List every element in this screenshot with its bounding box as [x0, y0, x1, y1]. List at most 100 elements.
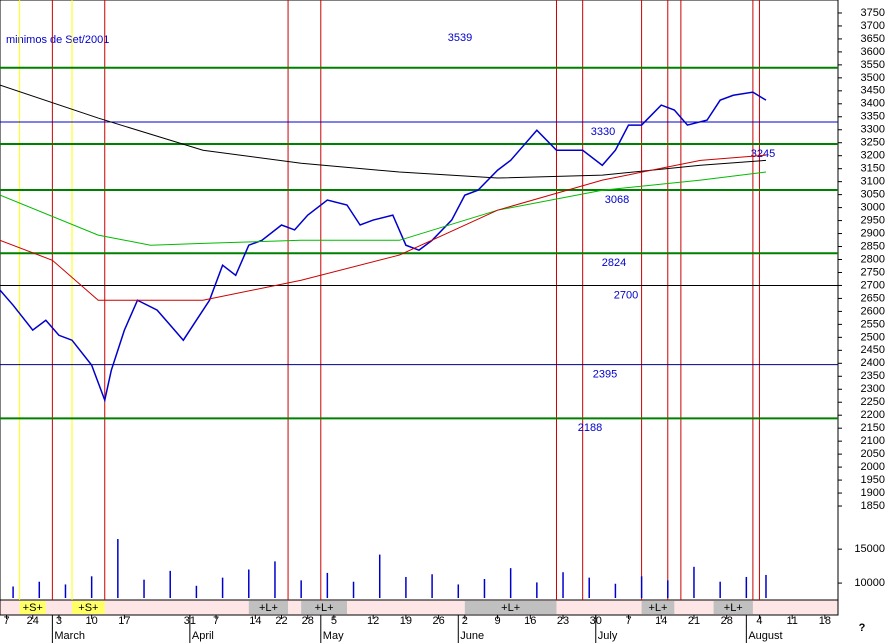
y-tick-label: 3700	[861, 20, 885, 32]
y-tick-label: 3000	[861, 202, 885, 214]
y-tick-label: 2700	[861, 279, 885, 291]
y-tick-label: 2000	[861, 461, 885, 473]
y-tick-label: 3400	[861, 98, 885, 110]
x-tick-label: 24	[27, 615, 39, 627]
signal-segment	[19, 601, 46, 614]
signal-label: +L+	[259, 602, 278, 614]
y-tick-label: 2400	[861, 357, 885, 369]
y-tick-label: 2600	[861, 305, 885, 317]
x-tick-label: 17	[118, 615, 130, 627]
signal-segment	[464, 601, 557, 614]
x-tick-label: 2	[462, 615, 468, 627]
x-tick-label: 14	[249, 615, 261, 627]
month-label: July	[598, 630, 618, 642]
signal-label: +S+	[78, 602, 98, 614]
signal-bar	[0, 599, 839, 616]
month-label: March	[54, 630, 85, 642]
signal-segment	[301, 601, 347, 614]
y-tick-label: 3050	[861, 189, 885, 201]
y-tick-label: 2850	[861, 240, 885, 252]
x-tick-label: 19	[400, 615, 412, 627]
y-tick-label: 3750	[861, 7, 885, 19]
signal-segment	[641, 601, 675, 614]
level-label: 3068	[605, 194, 629, 206]
signal-label: +L+	[501, 602, 520, 614]
level-label: 2700	[614, 289, 638, 301]
x-tick-label: 4	[756, 615, 762, 627]
y-tick-label: 3450	[861, 85, 885, 97]
level-label: 2188	[578, 422, 602, 434]
x-tick-label: 10	[86, 615, 98, 627]
signal-segment	[72, 601, 105, 614]
level-label: 2824	[602, 257, 626, 269]
level-label: 3245	[751, 148, 775, 160]
signal-segment	[713, 601, 753, 614]
x-tick-label: 12	[367, 615, 379, 627]
x-tick-label: 28	[302, 615, 314, 627]
x-tick-label: 9	[495, 615, 501, 627]
y-tick-label: 3300	[861, 124, 885, 136]
month-label: May	[323, 630, 344, 642]
month-label: August	[748, 630, 782, 642]
level-label: 2395	[593, 369, 617, 381]
x-tick-label: 7	[3, 615, 9, 627]
x-tick-label: 16	[524, 615, 536, 627]
y-tick-label: 2550	[861, 318, 885, 330]
y-tick-label: 2900	[861, 227, 885, 239]
y-tick-label: 2750	[861, 266, 885, 278]
y-tick-label: 2150	[861, 422, 885, 434]
y-tick-label: 2800	[861, 253, 885, 265]
signal-label: +L+	[724, 602, 743, 614]
x-tick-label: 23	[557, 615, 569, 627]
signal-label: +L+	[648, 602, 667, 614]
y-tick-label: 3350	[861, 111, 885, 123]
signal-segment	[248, 601, 289, 614]
volume-tick-label: 15000	[854, 543, 885, 555]
price-line	[0, 171, 767, 246]
y-tick-label: 3200	[861, 150, 885, 162]
x-tick-label: 28	[721, 615, 733, 627]
x-tick-label: 14	[655, 615, 667, 627]
level-label: 3330	[591, 126, 615, 138]
x-tick-label: 22	[275, 615, 287, 627]
month-label: April	[192, 630, 214, 642]
y-tick-label: 2500	[861, 331, 885, 343]
x-tick-label: 18	[819, 615, 831, 627]
y-tick-label: 3650	[861, 33, 885, 45]
y-tick-label: 2200	[861, 409, 885, 421]
y-tick-label: 2300	[861, 383, 885, 395]
y-tick-label: 1900	[861, 487, 885, 499]
month-label: June	[460, 630, 484, 642]
y-tick-label: 3150	[861, 163, 885, 175]
x-tick-label: 21	[688, 615, 700, 627]
y-tick-label: 2050	[861, 448, 885, 460]
volume-tick-label: 10000	[854, 577, 885, 589]
price-line	[0, 91, 767, 403]
signal-label: +S+	[23, 602, 43, 614]
y-tick-label: 2650	[861, 292, 885, 304]
price-line	[0, 154, 767, 301]
y-tick-label: 3250	[861, 137, 885, 149]
y-tick-label: 2350	[861, 370, 885, 382]
x-tick-label: 5	[331, 615, 337, 627]
x-tick-label: 7	[625, 615, 631, 627]
y-tick-label: 3100	[861, 176, 885, 188]
level-label: 3539	[448, 32, 472, 44]
y-tick-label: 3550	[861, 59, 885, 71]
y-tick-label: 1950	[861, 474, 885, 486]
help-icon[interactable]: ?	[859, 622, 866, 634]
annotation: minimos de Set/2001	[6, 34, 109, 46]
x-tick-label: 7	[213, 615, 219, 627]
signal-label: +L+	[315, 602, 334, 614]
y-tick-label: 2100	[861, 435, 885, 447]
y-tick-label: 3600	[861, 46, 885, 58]
y-tick-label: 2250	[861, 396, 885, 408]
y-tick-label: 2450	[861, 344, 885, 356]
y-tick-label: 1850	[861, 500, 885, 512]
x-tick-label: 3	[56, 615, 62, 627]
x-tick-label: 26	[433, 615, 445, 627]
price-line	[0, 84, 767, 179]
y-tick-label: 3500	[861, 72, 885, 84]
x-tick-label: 11	[786, 615, 797, 627]
